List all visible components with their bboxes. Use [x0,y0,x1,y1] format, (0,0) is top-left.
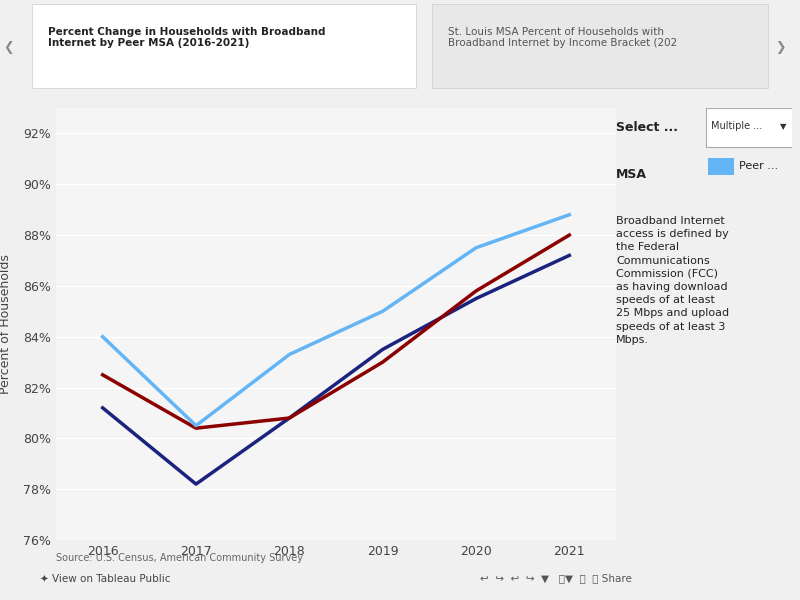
FancyBboxPatch shape [432,4,768,88]
Text: Select ...: Select ... [616,121,678,134]
Text: St. Louis MSA Percent of Households with
Broadband Internet by Income Bracket (2: St. Louis MSA Percent of Households with… [448,27,678,49]
Text: ↩  ↪  ↩  ↪  ▼   ⬜▼  ⬜  ⚹ Share: ↩ ↪ ↩ ↪ ▼ ⬜▼ ⬜ ⚹ Share [480,574,632,584]
Text: ❮: ❮ [2,41,14,55]
Text: ▼: ▼ [780,122,786,131]
Text: Broadband Internet
access is defined by
the Federal
Communications
Commission (F: Broadband Internet access is defined by … [616,216,729,345]
Text: ✦ View on Tableau Public: ✦ View on Tableau Public [40,574,170,584]
FancyBboxPatch shape [707,158,734,175]
Text: Percent Change in Households with Broadband
Internet by Peer MSA (2016-2021): Percent Change in Households with Broadb… [48,27,326,49]
Text: ❯: ❯ [774,41,786,55]
Text: Source: U.S. Census, American Community Survey: Source: U.S. Census, American Community … [56,553,303,563]
Text: Peer ...: Peer ... [739,161,778,172]
FancyBboxPatch shape [706,108,794,147]
FancyBboxPatch shape [32,4,416,88]
Text: Multiple ...: Multiple ... [711,121,762,131]
Text: MSA: MSA [616,169,647,181]
Y-axis label: Percent of Households: Percent of Households [0,254,12,394]
